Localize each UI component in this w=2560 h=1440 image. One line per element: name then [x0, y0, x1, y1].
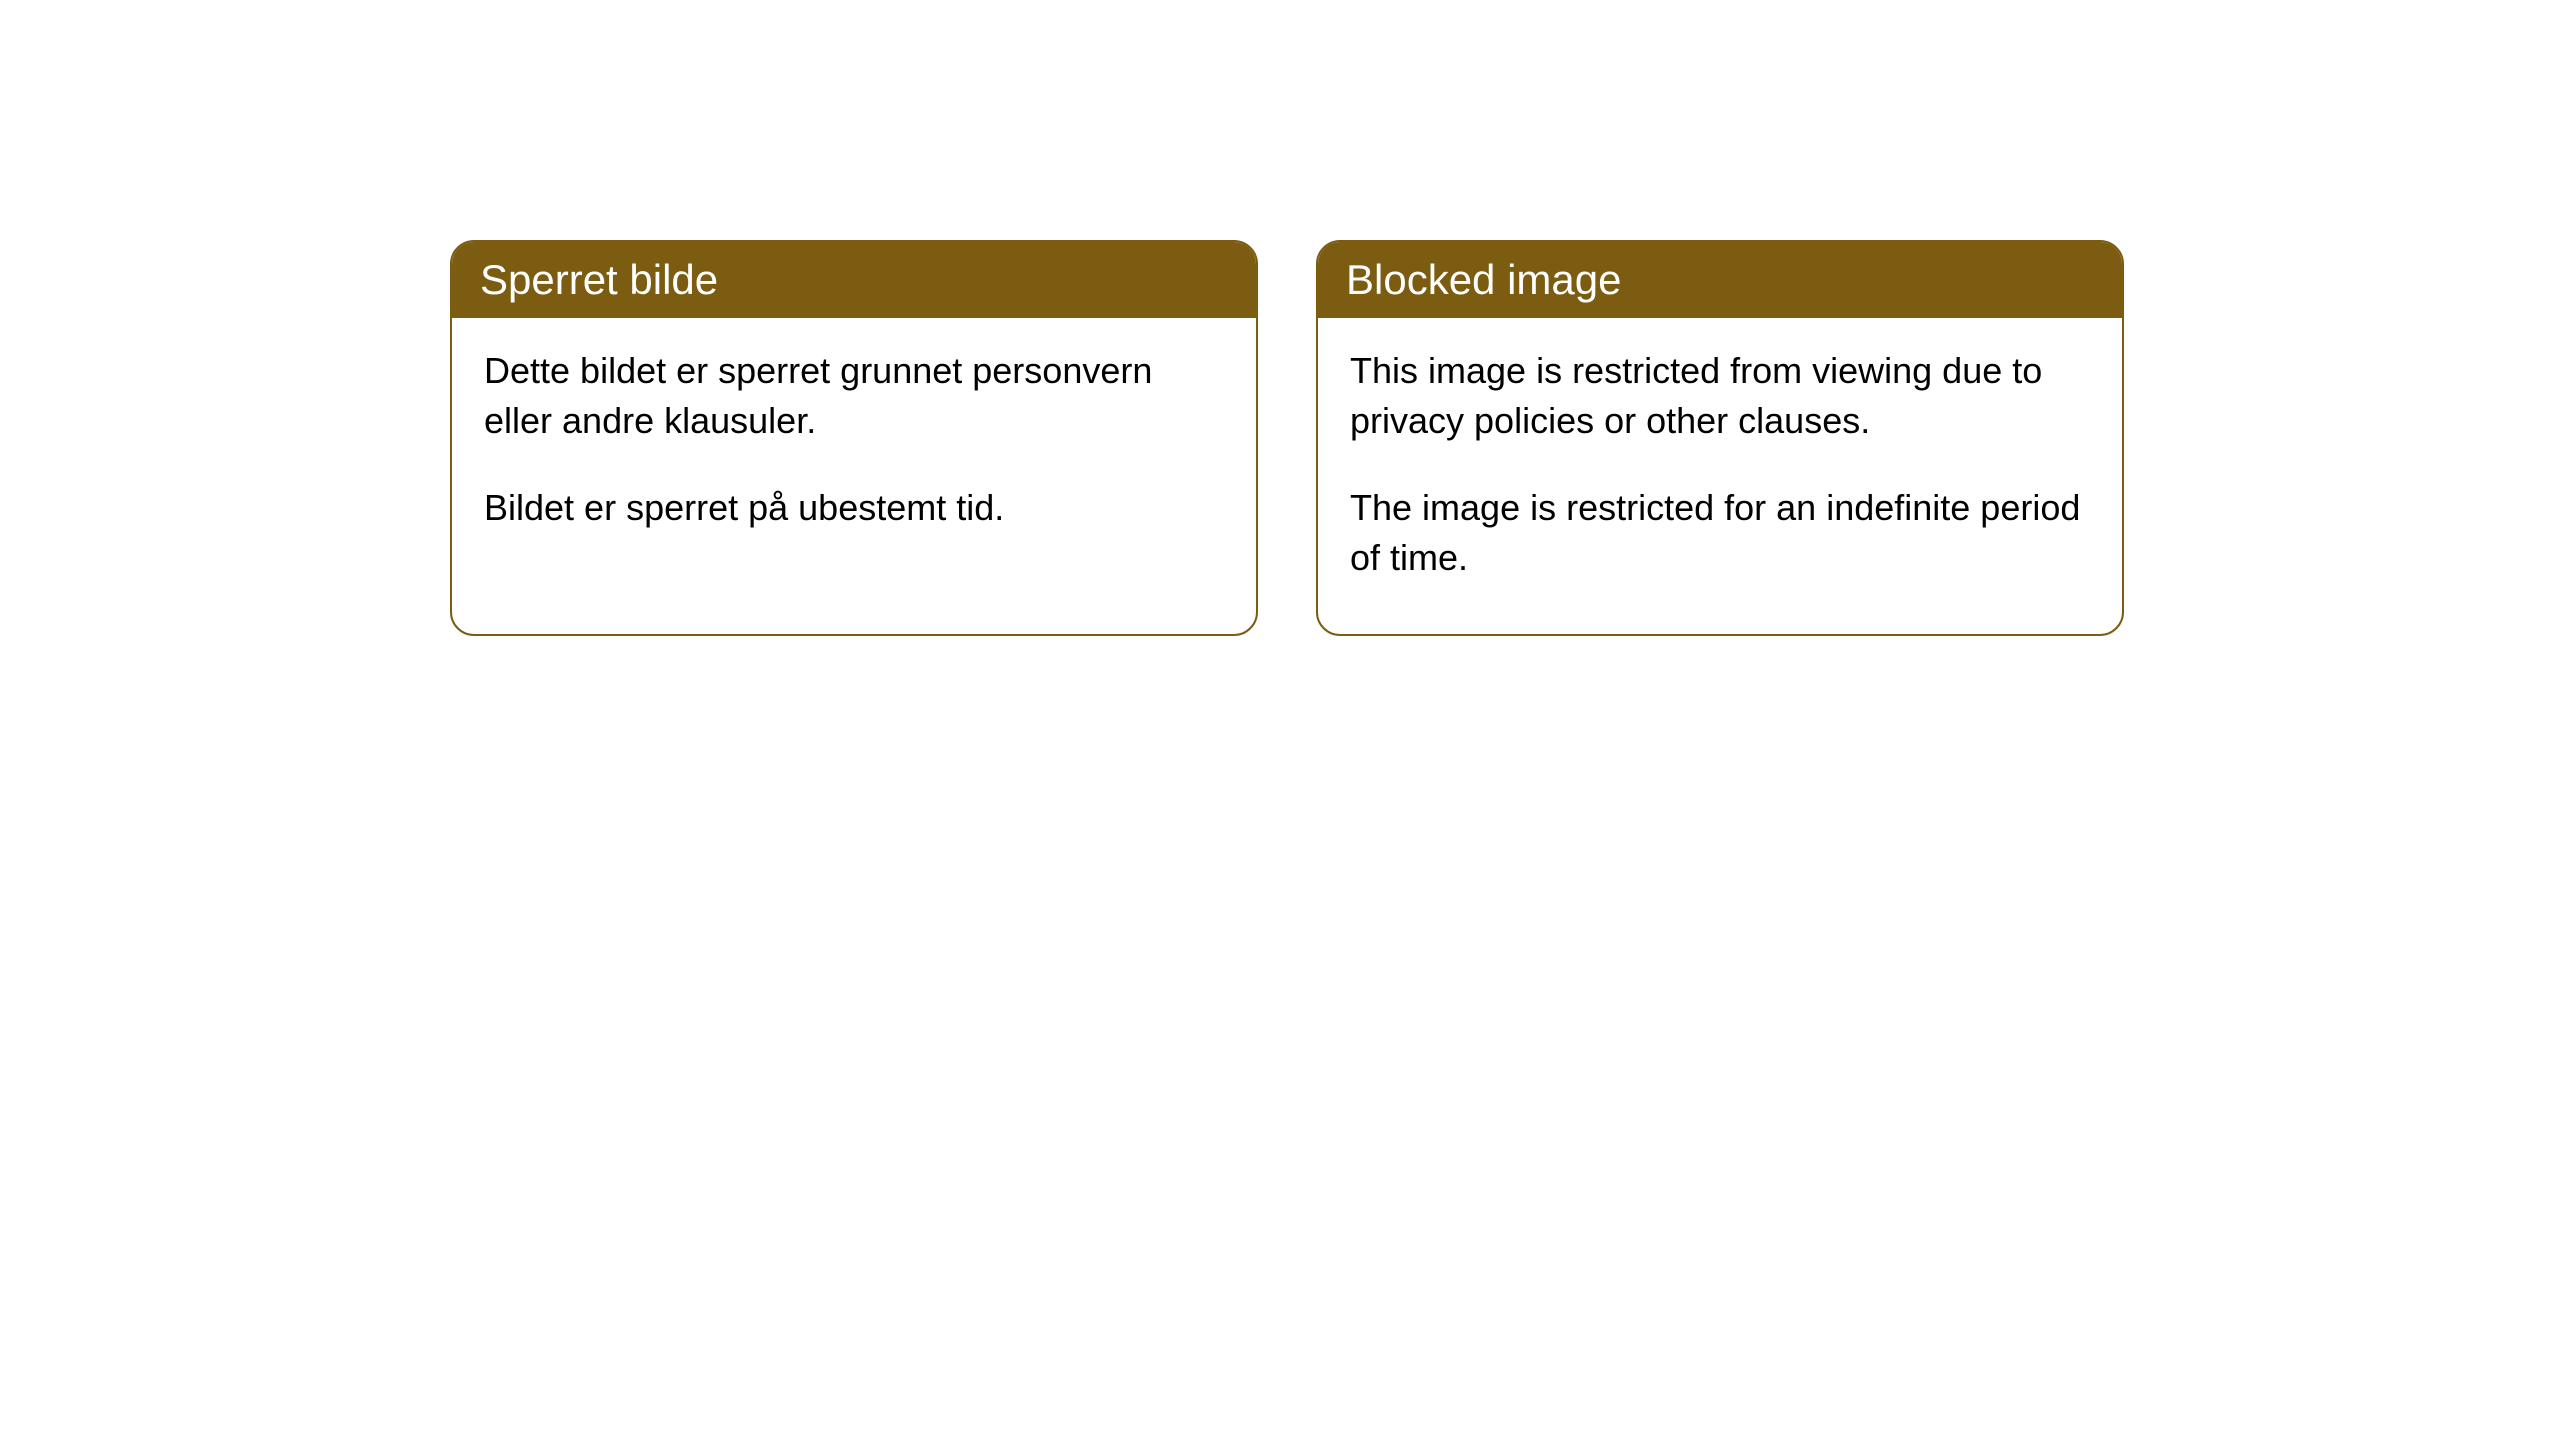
card-paragraph-1: This image is restricted from viewing du… [1350, 346, 2090, 447]
card-header-norwegian: Sperret bilde [452, 242, 1256, 318]
card-title: Sperret bilde [480, 256, 718, 303]
card-header-english: Blocked image [1318, 242, 2122, 318]
card-paragraph-1: Dette bildet er sperret grunnet personve… [484, 346, 1224, 447]
card-body-norwegian: Dette bildet er sperret grunnet personve… [452, 318, 1256, 583]
notice-card-english: Blocked image This image is restricted f… [1316, 240, 2124, 636]
card-paragraph-2: Bildet er sperret på ubestemt tid. [484, 483, 1224, 533]
notice-card-norwegian: Sperret bilde Dette bildet er sperret gr… [450, 240, 1258, 636]
card-paragraph-2: The image is restricted for an indefinit… [1350, 483, 2090, 584]
card-title: Blocked image [1346, 256, 1621, 303]
notice-cards-container: Sperret bilde Dette bildet er sperret gr… [0, 0, 2560, 636]
card-body-english: This image is restricted from viewing du… [1318, 318, 2122, 634]
